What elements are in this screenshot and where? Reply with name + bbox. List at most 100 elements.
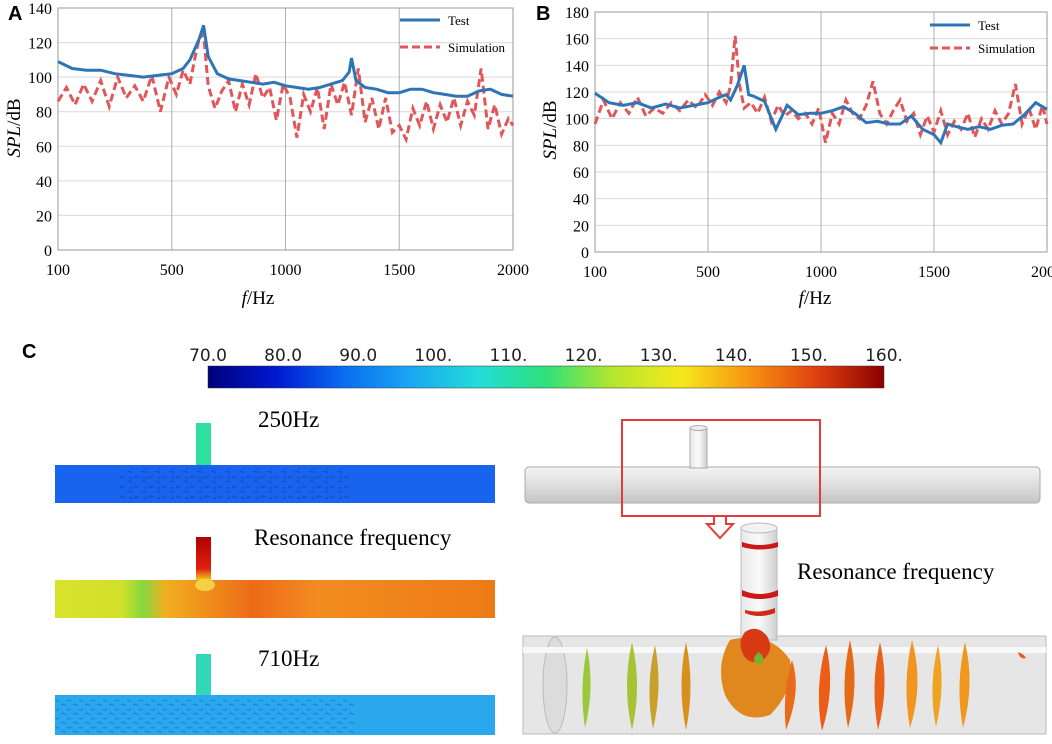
chart-b-legend: Test Simulation (930, 18, 1036, 56)
iso-stub-red-band-1 (742, 542, 778, 550)
vortex-3 (649, 645, 659, 729)
colorbar-tick-label: 100. (414, 346, 452, 366)
chart-b-y-tick-label: 40 (573, 192, 589, 209)
chart-a-legend-test: Test (448, 13, 470, 28)
pipe-3d-overview (524, 419, 1041, 540)
chart-b-y-tick-label: 100 (565, 112, 589, 129)
pipe-overview-body (524, 466, 1041, 504)
chart-b-xlabel: f/Hz (799, 288, 832, 309)
contour-resonance: Resonance frequency (55, 525, 495, 618)
chart-b: 0 20 40 60 80 100 120 140 160 180 100 500 1000 1500 2… (540, 5, 1052, 309)
chart-a-x-tick-label: 2000 (497, 262, 529, 279)
chart-b-frame (594, 11, 1048, 253)
chart-b-x-ticks: 100 500 1000 1500 2000 (583, 264, 1052, 281)
label-resonance-right: Resonance frequency (797, 559, 995, 584)
chart-a-x-tick-label: 1000 (270, 262, 302, 279)
chart-a-y-tick-label: 80 (36, 105, 52, 122)
chart-b-x-tick-label: 100 (583, 264, 607, 281)
colorbar-tick-label: 130. (640, 346, 678, 366)
chart-a-y-tick-label: 120 (28, 36, 52, 53)
colorbar-tick-label: 120. (565, 346, 603, 366)
colorbar-tick-label: 140. (715, 346, 753, 366)
chart-a-y-ticks: 0 20 40 60 80 100 120 140 (28, 1, 52, 260)
chart-a-xlabel: f/Hz (242, 288, 275, 309)
contour-710hz: 710Hz (55, 646, 495, 735)
chart-b-ylabel-var: SPL (540, 128, 561, 160)
colorbar-tick-labels: 70.0 80.0 90.0 100. 110. 120. 130. 140. 150. 160. (189, 346, 903, 366)
panel-letter-c: C (22, 341, 36, 363)
contour-710hz-stub (196, 654, 211, 698)
pipe-overview-stub-top (689, 425, 708, 431)
label-710hz: 710Hz (258, 646, 319, 671)
chart-b-y-tick-label: 160 (565, 32, 589, 49)
chart-b-x-tick-label: 2000 (1031, 264, 1052, 281)
chart-a-y-tick-label: 0 (44, 243, 52, 260)
chart-a-simulation-line (56, 30, 515, 144)
chart-b-y-tick-label: 120 (565, 85, 589, 102)
iso-stub-red-band-2 (742, 590, 778, 599)
vortex-4 (681, 642, 691, 730)
contour-resonance-pipe (55, 580, 495, 618)
contour-resonance-hotspot (195, 579, 215, 591)
chart-a-y-tick-label: 40 (36, 174, 52, 191)
vortex-9 (906, 640, 918, 728)
chart-a-legend-simulation: Simulation (448, 40, 506, 55)
chart-a-x-tick-label: 1500 (383, 262, 415, 279)
label-250hz: 250Hz (258, 407, 319, 432)
pipe-overview-stub (689, 427, 708, 469)
chart-a-legend: Test Simulation (400, 13, 506, 55)
colorbar-tick-label: 90.0 (339, 346, 377, 366)
contour-250hz-noise (120, 468, 350, 500)
colorbar-tick-label: 150. (790, 346, 828, 366)
chart-a: 0 20 40 60 80 100 120 140 100 500 1000 1500 2000 Te… (4, 1, 529, 309)
chart-b-y-tick-label: 180 (565, 5, 589, 22)
chart-a-grid (58, 7, 513, 251)
colorbar: 70.0 80.0 90.0 100. 110. 120. 130. 140. 150. 160. (189, 346, 903, 389)
vortex-core (721, 637, 791, 718)
chart-a-y-tick-label: 100 (28, 70, 52, 87)
pipe-3d-isosurface: Resonance frequency (522, 522, 1047, 735)
contour-resonance-stub (196, 537, 211, 582)
vortex-10 (932, 645, 942, 727)
chart-b-y-ticks: 0 20 40 60 80 100 120 140 160 180 (565, 5, 589, 262)
contour-250hz: 250Hz (55, 407, 495, 503)
vortex-7 (844, 640, 855, 728)
vortex-core-red (740, 628, 771, 662)
chart-b-y-tick-label: 140 (565, 58, 589, 75)
vortex-11 (959, 642, 970, 728)
chart-a-y-tick-label: 140 (28, 1, 52, 18)
chart-b-simulation-line (593, 35, 1049, 144)
colorbar-bar (207, 365, 885, 389)
chart-b-legend-test: Test (978, 18, 1000, 33)
iso-pipe-inner-ring (542, 636, 568, 734)
chart-b-y-tick-label: 80 (573, 138, 589, 155)
chart-a-xlabel-var: f (242, 288, 250, 309)
vortex-1 (582, 648, 591, 728)
vortex-5 (784, 660, 796, 730)
colorbar-tick-label: 80.0 (264, 346, 302, 366)
chart-b-ylabel: SPL/dB (540, 100, 561, 159)
panel-letter-b: B (536, 3, 550, 25)
chart-b-x-tick-label: 1500 (918, 264, 950, 281)
chart-a-x-tick-label: 500 (160, 262, 184, 279)
chart-a-y-tick-label: 20 (36, 208, 52, 225)
contour-250hz-stub (196, 423, 211, 467)
chart-a-test-line (57, 24, 514, 98)
chart-a-x-ticks: 100 500 1000 1500 2000 (46, 262, 529, 279)
chart-b-x-tick-label: 500 (696, 264, 720, 281)
zoom-arrow-icon (704, 515, 736, 540)
chart-a-ylabel: SPL/dB (4, 98, 25, 157)
vortex-6 (818, 645, 831, 731)
vortex-8 (874, 642, 885, 730)
chart-a-x-tick-label: 100 (46, 262, 70, 279)
chart-b-x-tick-label: 1000 (805, 264, 837, 281)
iso-stub-red-band-3 (745, 608, 775, 616)
chart-b-y-tick-label: 20 (573, 218, 589, 235)
chart-b-y-tick-label: 60 (573, 165, 589, 182)
chart-a-frame (57, 7, 514, 251)
chart-b-ylabel-unit: /dB (540, 100, 561, 127)
colorbar-tick-label: 110. (490, 346, 528, 366)
chart-a-y-tick-label: 60 (36, 139, 52, 156)
chart-b-test-line (594, 64, 1048, 146)
chart-b-y-tick-label: 0 (581, 245, 589, 262)
